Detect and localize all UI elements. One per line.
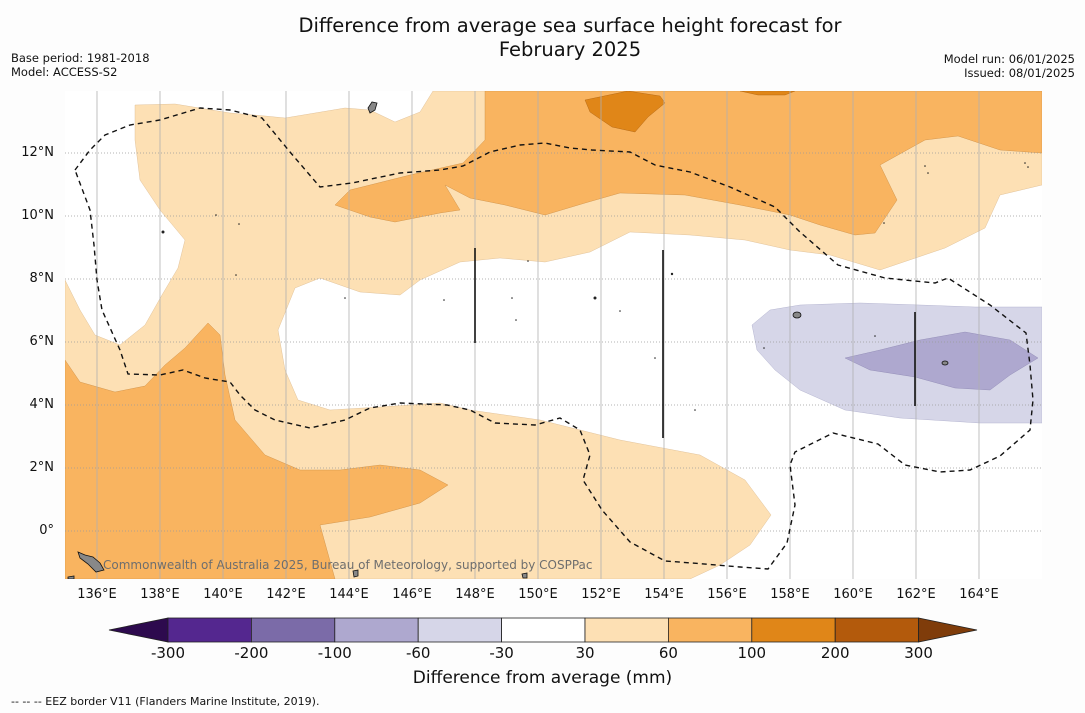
colorbar-tick: -100 [317, 644, 352, 662]
lon-label: 160°E [833, 587, 873, 602]
lon-label: 144°E [329, 587, 369, 602]
model-run: Model run: 06/01/2025 [943, 52, 1075, 66]
colorbar-tick: 60 [658, 644, 678, 662]
credit-text: Commonwealth of Australia 2025, Bureau o… [103, 558, 593, 572]
lon-label: 164°E [959, 587, 999, 602]
lon-label: 162°E [896, 587, 936, 602]
colorbar-tick: 30 [575, 644, 595, 662]
lat-label: 10°N [21, 208, 54, 223]
colorbar-tick: -30 [489, 644, 514, 662]
eez-footnote: -- -- -- EEZ border V11 (Flanders Marine… [11, 695, 320, 708]
lat-label: 2°N [29, 460, 55, 475]
colorbar-swatch [918, 617, 978, 643]
anomaly-region-60-100-north [334, 91, 1042, 236]
map-area[interactable] [65, 91, 1042, 579]
colorbar-swatch [417, 617, 503, 643]
colorbar-tick: -200 [234, 644, 269, 662]
lat-label: 0° [39, 523, 54, 538]
lon-label: 148°E [455, 587, 495, 602]
colorbar-swatch [250, 617, 336, 643]
lon-label: 150°E [518, 587, 558, 602]
lat-label: 4°N [29, 397, 55, 412]
colorbar-tick: -60 [405, 644, 431, 662]
colorbar-tick: 200 [820, 644, 850, 662]
colorbar-swatch [834, 617, 920, 643]
title-line-1: Difference from average sea surface heig… [298, 14, 842, 37]
small-islets [161, 162, 1029, 411]
model-name: Model: ACCESS-S2 [11, 65, 118, 79]
lat-label: 8°N [29, 271, 55, 286]
lon-label: 156°E [707, 587, 747, 602]
colorbar-tick: 100 [737, 644, 767, 662]
lon-label: 158°E [770, 587, 810, 602]
anomaly-region-100-200-b [739, 91, 796, 96]
colorbar-swatch [108, 617, 169, 643]
longitude-gridlines [96, 91, 980, 579]
colorbar-swatch [584, 617, 669, 643]
colorbar-swatch [668, 617, 753, 643]
colorbar [108, 617, 978, 643]
lon-label: 138°E [140, 587, 180, 602]
lon-label: 142°E [266, 587, 306, 602]
colorbar-tick: 300 [904, 644, 933, 662]
anomaly-region-100-200-a [584, 91, 666, 133]
latitude-gridlines [65, 152, 1042, 532]
lon-label: 146°E [392, 587, 432, 602]
map-title: Difference from average sea surface heig… [0, 14, 1085, 62]
base-period: Base period: 1981-2018 [11, 51, 150, 65]
map-canvas [65, 91, 1042, 579]
colorbar-tick: -300 [150, 644, 186, 662]
colorbar-swatch [167, 617, 252, 643]
lon-label: 152°E [581, 587, 621, 602]
colorbar-swatch [334, 617, 419, 643]
anomaly-region-neg60-neg100 [844, 331, 1039, 391]
lon-label: 140°E [203, 587, 243, 602]
colorbar-swatch [751, 617, 836, 643]
islands [67, 101, 949, 579]
title-line-2: February 2025 [498, 38, 642, 61]
lon-label: 154°E [644, 587, 684, 602]
colorbar-title: Difference from average (mm) [412, 668, 673, 688]
lon-label: 136°E [77, 587, 117, 602]
lat-label: 6°N [29, 334, 55, 349]
meta-right: Model run: 06/01/2025 Issued: 08/01/2025 [944, 52, 1075, 80]
lat-label: 12°N [21, 145, 54, 160]
eez-border-west [74, 107, 1034, 570]
colorbar-swatch [501, 617, 586, 643]
issued-date: Issued: 08/01/2025 [964, 66, 1075, 80]
meta-left: Base period: 1981-2018 Model: ACCESS-S2 [11, 51, 150, 79]
